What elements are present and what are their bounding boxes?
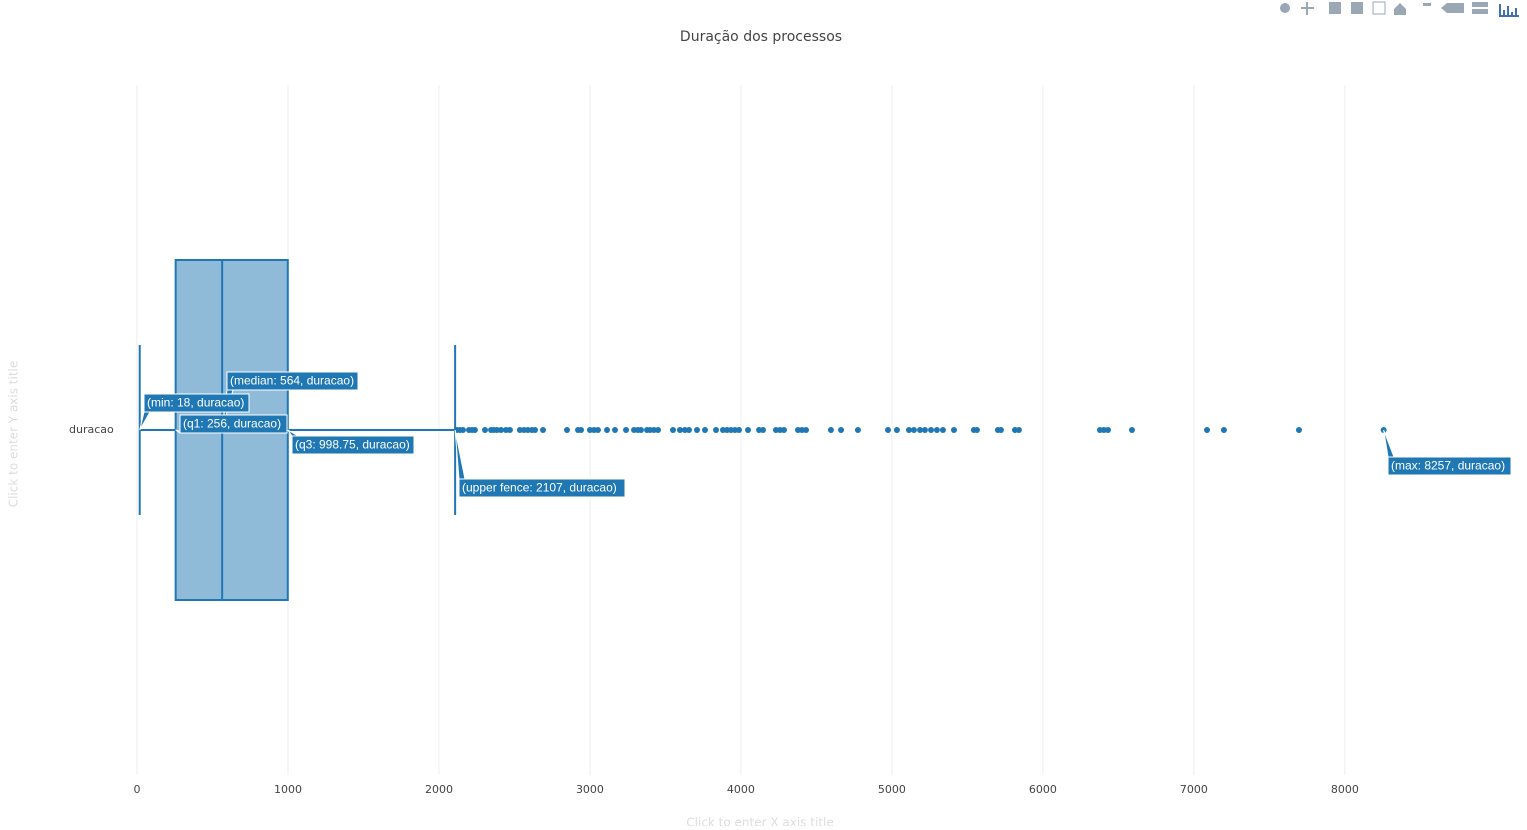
hover-box (143, 393, 250, 413)
chart-title: Duração dos processos (680, 29, 842, 45)
hover-label: (q3: 998.75, duracao) (287, 429, 415, 455)
hover-box (226, 371, 359, 391)
x-tick-label: 2000 (425, 783, 453, 796)
hover-arrow (454, 429, 466, 480)
outlier (997, 427, 1004, 433)
autoscale-button[interactable] (1372, 1, 1386, 15)
zoom-button[interactable] (1280, 3, 1290, 13)
hover-text: (min: 18, duracao) (147, 396, 244, 410)
outlier (803, 427, 810, 433)
outlier (905, 427, 912, 433)
outlier (827, 427, 834, 433)
hover-text: (max: 8257, duracao) (1391, 459, 1505, 473)
outlier (531, 427, 538, 433)
outlier (669, 427, 676, 433)
outlier (623, 427, 630, 433)
y-tick-label: duracao (69, 423, 114, 436)
hover-box (458, 478, 626, 498)
outlier (685, 427, 692, 433)
outlier (482, 427, 489, 433)
outlier (637, 427, 644, 433)
hover-text: (median: 564, duracao) (230, 374, 354, 388)
hover-arrow (139, 411, 151, 431)
toolbar (1280, 1, 1519, 17)
hover-label: (min: 18, duracao) (139, 393, 250, 431)
outlier (1128, 427, 1135, 433)
outlier (745, 427, 752, 433)
hover-box (179, 414, 288, 434)
outlier (893, 427, 900, 433)
hover-label: (upper fence: 2107, duracao) (454, 429, 626, 498)
outlier (1295, 427, 1302, 433)
x-tick-label: 3000 (576, 783, 604, 796)
hover-text: (q1: 256, duracao) (183, 417, 281, 431)
outlier (459, 427, 466, 433)
outlier (939, 427, 946, 433)
outlier (539, 427, 546, 433)
outlier (612, 427, 619, 433)
outlier (1220, 427, 1227, 433)
outlier (735, 427, 742, 433)
outlier (884, 427, 891, 433)
hover-box (291, 435, 415, 455)
hover-arrow (1383, 429, 1395, 458)
outlier (1104, 427, 1111, 433)
pan-button[interactable] (1301, 2, 1314, 15)
outlier (973, 427, 980, 433)
outlier (471, 427, 478, 433)
outlier (578, 427, 585, 433)
y-axis-title[interactable]: Click to enter Y axis title (7, 361, 21, 508)
hover-closest-button[interactable] (1441, 3, 1464, 13)
outlier (933, 427, 940, 433)
outlier (950, 427, 957, 433)
outlier (928, 427, 935, 433)
x-tick-label: 0 (134, 783, 141, 796)
x-tick-label: 4000 (727, 783, 755, 796)
x-tick-label: 7000 (1180, 783, 1208, 796)
logo[interactable] (1499, 4, 1519, 17)
hover-box (1387, 456, 1512, 476)
reset-button[interactable] (1394, 3, 1406, 15)
x-tick-label: 5000 (878, 783, 906, 796)
outlier (498, 427, 505, 433)
outlier (594, 427, 601, 433)
outlier (655, 427, 662, 433)
outlier (604, 427, 611, 433)
outlier (780, 427, 787, 433)
outlier (838, 427, 845, 433)
zoom-out-button[interactable] (1351, 2, 1363, 14)
outlier (1204, 427, 1211, 433)
x-tick-label: 8000 (1331, 783, 1359, 796)
outlier (854, 427, 861, 433)
outlier (916, 427, 923, 433)
outlier (701, 427, 708, 433)
hover-text: (upper fence: 2107, duracao) (462, 481, 617, 495)
outlier (1015, 427, 1022, 433)
hover-label: (q1: 256, duracao) (175, 414, 288, 434)
outlier (693, 427, 700, 433)
x-tick-label: 6000 (1029, 783, 1057, 796)
outlier (921, 427, 928, 433)
outlier (506, 427, 513, 433)
zoom-in-button[interactable] (1329, 2, 1341, 14)
outlier (910, 427, 917, 433)
x-tick-label: 1000 (274, 783, 302, 796)
hover-text: (q3: 998.75, duracao) (295, 438, 410, 452)
x-axis-title[interactable]: Click to enter X axis title (686, 816, 833, 830)
outlier (759, 427, 766, 433)
outlier (713, 427, 720, 433)
outlier (563, 427, 570, 433)
compare-button[interactable] (1472, 2, 1488, 7)
hover-label: (max: 8257, duracao) (1383, 429, 1512, 476)
spike-button[interactable] (1423, 3, 1431, 6)
compare-button-2[interactable] (1472, 9, 1488, 14)
hover-label: (median: 564, duracao) (221, 371, 359, 431)
outlier (676, 427, 683, 433)
